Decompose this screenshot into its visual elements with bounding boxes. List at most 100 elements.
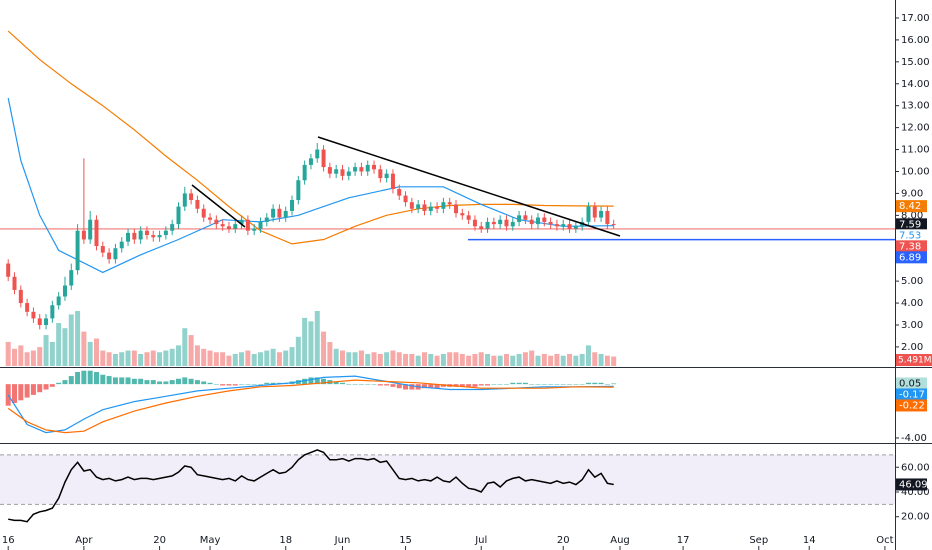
candle-body bbox=[113, 248, 118, 260]
candle-body bbox=[561, 224, 566, 227]
volume-bar bbox=[37, 347, 43, 366]
candle-body bbox=[214, 219, 219, 225]
macd-histogram-bar bbox=[522, 382, 528, 385]
candle-body bbox=[31, 311, 36, 319]
volume-bar bbox=[384, 352, 390, 366]
macd-line bbox=[7, 379, 614, 434]
volume-bar bbox=[264, 350, 270, 366]
volume-bar bbox=[163, 350, 169, 366]
macd-histogram-bar bbox=[472, 384, 478, 387]
volume-bar bbox=[440, 353, 446, 366]
macd-histogram-bar bbox=[62, 380, 68, 385]
volume-bar bbox=[150, 350, 156, 366]
volume-bar bbox=[321, 331, 327, 366]
candle-body bbox=[353, 167, 358, 172]
candle-body bbox=[245, 219, 250, 231]
macd-histogram-bar bbox=[49, 384, 55, 387]
volume-bar bbox=[239, 352, 245, 366]
candle-body bbox=[252, 228, 257, 231]
macd-histogram-bar bbox=[213, 384, 219, 385]
volume-bar bbox=[579, 353, 585, 366]
volume-bar bbox=[522, 352, 528, 366]
volume-bar bbox=[415, 355, 421, 366]
volume-bar bbox=[24, 352, 30, 366]
candle-body bbox=[378, 169, 383, 179]
macd-histogram-bar bbox=[100, 374, 106, 385]
candle-body bbox=[290, 199, 295, 211]
volume-bar bbox=[567, 353, 573, 366]
candle-body bbox=[460, 213, 465, 216]
macd-histogram-bar bbox=[194, 380, 200, 385]
x-tick-label: 17 bbox=[677, 535, 690, 546]
candle-body bbox=[554, 224, 559, 227]
y-tick-label: 13.00 bbox=[901, 101, 930, 112]
macd-histogram-bar bbox=[220, 384, 226, 386]
volume-bar bbox=[535, 355, 541, 366]
volume-bar bbox=[131, 350, 137, 366]
candle-body bbox=[107, 252, 112, 260]
volume-bar bbox=[314, 311, 320, 366]
candle-body bbox=[132, 232, 137, 240]
macd-histogram-bar bbox=[37, 384, 43, 393]
y-tick-label: 15.00 bbox=[901, 57, 930, 68]
x-tick-label: 16 bbox=[2, 535, 15, 546]
candle-body bbox=[264, 217, 269, 222]
volume-bar bbox=[5, 341, 11, 366]
value-tag bbox=[896, 251, 927, 264]
x-tick-label: 20 bbox=[153, 535, 166, 546]
volume-bar bbox=[541, 353, 547, 366]
candle-body bbox=[170, 224, 175, 231]
volume-label: 5.491M bbox=[898, 356, 932, 366]
volume-bar bbox=[81, 331, 87, 366]
volume-bar bbox=[12, 348, 18, 366]
macd-histogram-bar bbox=[377, 384, 383, 386]
macd-histogram-bar bbox=[112, 377, 118, 385]
x-tick-label: 18 bbox=[279, 535, 292, 546]
macd-histogram-bar bbox=[308, 377, 314, 385]
volume-bar bbox=[138, 353, 144, 366]
value-tag bbox=[896, 377, 927, 390]
candle-body bbox=[548, 221, 553, 225]
macd-histogram-bar bbox=[573, 384, 579, 385]
trend-line bbox=[317, 136, 621, 237]
candle-body bbox=[88, 219, 93, 240]
volume-bar bbox=[220, 352, 226, 366]
macd-histogram-bar bbox=[270, 382, 276, 385]
value-tag-label: 7.59 bbox=[899, 219, 921, 230]
macd-histogram-bar bbox=[150, 380, 156, 385]
macd-histogram-bar bbox=[321, 378, 327, 385]
candle-body bbox=[56, 296, 61, 306]
candle-body bbox=[605, 210, 610, 225]
macd-histogram-bar bbox=[188, 378, 194, 385]
macd-histogram-bar bbox=[598, 382, 604, 385]
volume-bar bbox=[421, 352, 427, 366]
y-tick-label: 2.00 bbox=[901, 342, 923, 353]
candle-body bbox=[195, 199, 200, 209]
macd-histogram-bar bbox=[56, 382, 62, 385]
x-tick-label: Sep bbox=[749, 535, 768, 546]
volume-bar bbox=[516, 353, 522, 366]
macd-histogram-bar bbox=[144, 380, 150, 385]
candle-body bbox=[271, 208, 276, 218]
value-tag bbox=[896, 218, 927, 231]
macd-histogram-bar bbox=[81, 370, 87, 385]
macd-histogram-bar bbox=[390, 384, 396, 387]
macd-histogram-bar bbox=[75, 372, 81, 385]
macd-histogram-bar bbox=[409, 384, 415, 390]
candle-body bbox=[327, 167, 332, 174]
x-tick-label: 20 bbox=[557, 535, 570, 546]
volume-bar bbox=[503, 353, 509, 366]
candle-body bbox=[144, 230, 149, 236]
macd-histogram-bar bbox=[428, 384, 434, 389]
macd-histogram-bar bbox=[371, 384, 377, 385]
volume-tag bbox=[896, 354, 932, 366]
macd-histogram-bar bbox=[333, 381, 339, 385]
y-tick-label: 5.00 bbox=[901, 276, 923, 287]
volume-bar bbox=[169, 348, 175, 366]
candle-body bbox=[573, 226, 578, 229]
candle-body bbox=[157, 235, 162, 238]
y-tick-label: 14.00 bbox=[901, 79, 930, 90]
x-tick-label: Aug bbox=[610, 535, 630, 546]
value-tag bbox=[896, 399, 927, 412]
macd-histogram-bar bbox=[119, 377, 125, 385]
